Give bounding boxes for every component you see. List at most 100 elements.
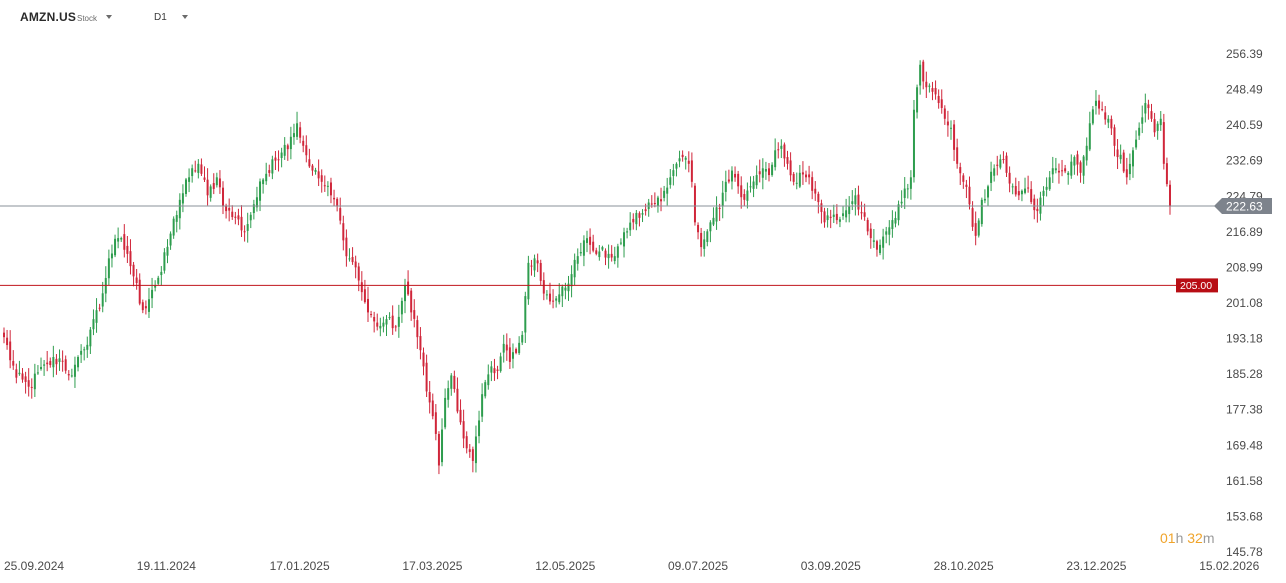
candle: [234, 211, 237, 225]
candle-body: [1147, 104, 1150, 109]
candle: [598, 245, 601, 261]
candles-layer: [3, 59, 1171, 475]
candle-body: [370, 314, 373, 316]
candle: [274, 151, 277, 170]
price-level-tag[interactable]: 205.00: [1176, 278, 1218, 293]
candle: [919, 60, 922, 95]
candle: [471, 446, 474, 473]
candle: [465, 431, 468, 454]
candle: [431, 393, 434, 420]
x-tick-label: 17.03.2025: [402, 559, 462, 573]
candle-body: [1079, 162, 1082, 173]
candle: [203, 166, 206, 183]
timeframe-dropdown-chevron-icon[interactable]: [182, 15, 188, 19]
candle: [789, 152, 792, 182]
candle-body: [191, 168, 194, 177]
candle: [1048, 171, 1051, 191]
candle-body: [1020, 190, 1023, 195]
candle-body: [613, 256, 616, 262]
candle-body: [632, 218, 635, 223]
candle: [548, 282, 551, 305]
symbol-dropdown-chevron-icon[interactable]: [106, 15, 112, 19]
candle-body: [638, 213, 641, 218]
candle: [456, 377, 459, 414]
candle-body: [206, 179, 209, 196]
candle: [366, 286, 369, 322]
candle-body: [684, 157, 687, 160]
candle-body: [666, 187, 669, 194]
candle: [240, 205, 243, 237]
candle: [798, 164, 801, 189]
candle-body: [703, 239, 706, 249]
candle-body: [1076, 154, 1079, 165]
candle: [468, 444, 471, 458]
candle: [46, 350, 49, 372]
candle: [801, 161, 804, 185]
candle: [410, 287, 413, 321]
candle-body: [576, 256, 579, 264]
candle-body: [626, 231, 629, 233]
candle: [336, 197, 339, 212]
candle: [450, 373, 453, 396]
candle-body: [542, 280, 545, 294]
candle-body: [786, 157, 789, 164]
candle-body: [552, 300, 555, 302]
candle-body: [437, 433, 440, 466]
candle: [271, 155, 274, 180]
candle-body: [709, 222, 712, 232]
price-level-value: 205.00: [1180, 280, 1212, 292]
candle-body: [749, 186, 752, 188]
candle-body: [166, 246, 169, 256]
candle: [721, 180, 724, 219]
candle: [681, 150, 684, 162]
candle: [1122, 149, 1125, 174]
candle: [1159, 111, 1162, 131]
candle: [292, 123, 295, 145]
candle: [175, 210, 178, 233]
candle-body: [823, 211, 826, 223]
current-price-tag: 222.63: [1214, 198, 1272, 214]
candle-body: [391, 315, 394, 329]
candle: [1128, 153, 1131, 181]
candle: [977, 218, 980, 238]
candle: [965, 179, 968, 199]
symbol-label[interactable]: AMZN.US: [20, 10, 77, 24]
price-tags: 222.63 205.00: [1176, 198, 1272, 293]
candle: [490, 361, 493, 382]
candle: [354, 255, 357, 279]
candle-body: [872, 240, 875, 242]
candle-body: [672, 170, 675, 177]
candle: [888, 220, 891, 246]
candle-body: [1048, 177, 1051, 190]
candle-body: [61, 360, 64, 362]
candle: [357, 262, 360, 292]
candle-body: [801, 172, 804, 175]
candle-body: [1162, 122, 1165, 164]
candle: [962, 173, 965, 189]
candle-body: [949, 127, 952, 129]
candle: [589, 228, 592, 255]
candle: [86, 336, 89, 358]
candle-body: [493, 368, 496, 374]
timeframe-label[interactable]: D1: [154, 12, 167, 23]
candle: [567, 275, 570, 301]
candle: [144, 300, 147, 315]
candle-body: [829, 216, 832, 218]
candle-body: [357, 266, 360, 281]
candle: [370, 310, 373, 318]
candle-body: [983, 198, 986, 201]
candle: [197, 159, 200, 179]
candle: [24, 371, 27, 394]
candle-body: [351, 257, 354, 263]
candle: [666, 177, 669, 206]
candle: [1165, 157, 1168, 187]
candle-body: [385, 319, 388, 325]
candle-body: [536, 260, 539, 264]
candle: [166, 239, 169, 264]
candle-body: [1030, 189, 1033, 203]
candle-body: [333, 197, 336, 200]
candle: [447, 380, 450, 408]
candle-body: [40, 366, 43, 370]
candle-body: [1135, 139, 1138, 148]
